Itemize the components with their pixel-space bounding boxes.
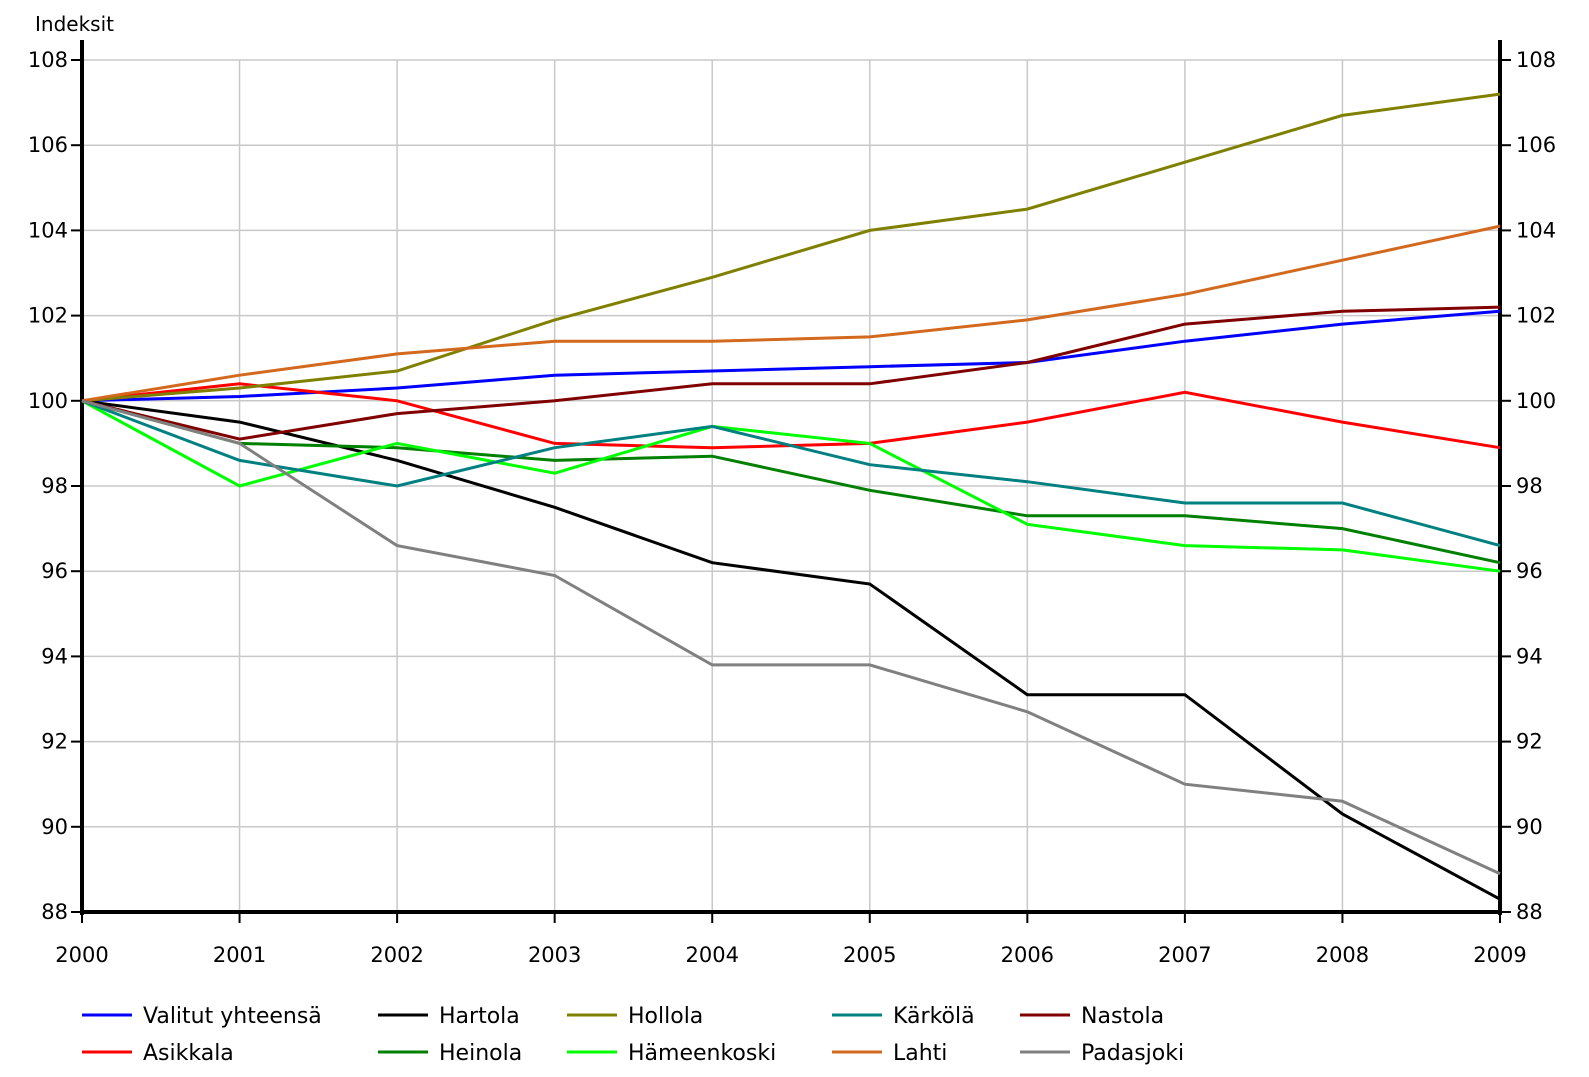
legend-item: Nastola [1020, 1004, 1164, 1029]
y-tick-label-left: 92 [41, 730, 68, 754]
y-tick-label-left: 98 [41, 474, 68, 498]
series-line-padasjoki [81, 399, 1501, 876]
series-line-hartola [81, 399, 1501, 901]
legend-item: Heinola [378, 1041, 522, 1066]
series-line-nastola [81, 305, 1501, 441]
x-tick-label: 2004 [685, 943, 738, 967]
legend-label: Hämeenkoski [628, 1041, 776, 1066]
grid-lines [82, 59, 1500, 912]
legend-label: Nastola [1081, 1004, 1164, 1029]
legend-item: Kärkölä [832, 1004, 975, 1029]
x-tick-label: 2006 [1001, 943, 1054, 967]
legend-label: Asikkala [143, 1041, 234, 1066]
y-tick-label-right: 104 [1516, 218, 1556, 242]
legend-item: Lahti [832, 1041, 947, 1066]
y-tick-label-right: 90 [1516, 815, 1543, 839]
series-line-lahti [81, 224, 1501, 403]
x-tick-label: 2007 [1158, 943, 1211, 967]
y-tick-label-right: 102 [1516, 304, 1556, 328]
legend-label: Lahti [893, 1041, 947, 1066]
x-tick-label: 2001 [213, 943, 266, 967]
x-tick-label: 2002 [370, 943, 423, 967]
series-line-heinola [81, 399, 1501, 565]
legend-item: Padasjoki [1020, 1041, 1184, 1066]
y-tick-label-left: 108 [28, 48, 68, 72]
y-tick-label-left: 96 [41, 559, 68, 583]
y-tick-label-left: 102 [28, 304, 68, 328]
x-tick-label: 2008 [1316, 943, 1369, 967]
series-lines [81, 92, 1501, 901]
legend-label: Hartola [439, 1004, 520, 1029]
y-tick-label-left: 88 [41, 900, 68, 924]
x-tick-label: 2009 [1473, 943, 1526, 967]
x-tick-label: 2003 [528, 943, 581, 967]
series-line-kärkölä [81, 399, 1501, 548]
axes: 88 88 90 90 92 92 94 94 96 96 98 98 100 100 102 102 104 1… [28, 40, 1556, 967]
legend-item: Valitut yhteensä [82, 1004, 322, 1029]
y-tick-label-right: 92 [1516, 730, 1543, 754]
legend-label: Padasjoki [1081, 1041, 1184, 1066]
legend-label: Hollola [628, 1004, 703, 1029]
series-line-valitut-yhteensä [81, 309, 1501, 403]
y-tick-label-right: 106 [1516, 133, 1556, 157]
x-tick-label: 2005 [843, 943, 896, 967]
legend-label: Heinola [439, 1041, 522, 1066]
series-line-hämeenkoski [81, 399, 1501, 573]
legend-item: Asikkala [82, 1041, 234, 1066]
y-tick-label-left: 100 [28, 389, 68, 413]
legend-item: Hollola [567, 1004, 703, 1029]
y-tick-label-right: 94 [1516, 644, 1543, 668]
legend-item: Hämeenkoski [567, 1041, 776, 1066]
legend-label: Kärkölä [893, 1004, 975, 1029]
y-tick-label-left: 104 [28, 218, 68, 242]
y-tick-label-right: 100 [1516, 389, 1556, 413]
legend: Valitut yhteensä Asikkala Hartola Heinola Ho… [82, 1004, 1184, 1066]
y-tick-label-left: 94 [41, 644, 68, 668]
y-tick-label-left: 90 [41, 815, 68, 839]
y-tick-label-right: 108 [1516, 48, 1556, 72]
x-tick-label: 2000 [55, 943, 108, 967]
y-tick-label-right: 88 [1516, 900, 1543, 924]
y-axis-unit-label: Indeksit [35, 12, 114, 36]
legend-label: Valitut yhteensä [143, 1004, 322, 1029]
y-tick-label-left: 106 [28, 133, 68, 157]
y-tick-label-right: 98 [1516, 474, 1543, 498]
legend-item: Hartola [378, 1004, 520, 1029]
y-tick-label-right: 96 [1516, 559, 1543, 583]
series-line-hollola [81, 92, 1501, 403]
